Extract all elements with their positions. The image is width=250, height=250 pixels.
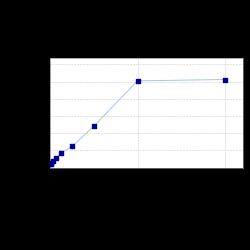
Point (92, 124, 96, 128)
Point (48, 162, 52, 166)
Point (51, 160, 55, 164)
X-axis label: Human C20orf43
Concentration (ng/ml): Human C20orf43 Concentration (ng/ml) (108, 182, 185, 195)
Point (48, 162, 52, 166)
Point (59, 151, 63, 155)
Y-axis label: OD: OD (17, 107, 23, 118)
Point (50, 161, 54, 165)
Point (70, 144, 74, 148)
Point (223, 78, 227, 82)
Point (136, 79, 140, 83)
Point (54, 156, 58, 160)
